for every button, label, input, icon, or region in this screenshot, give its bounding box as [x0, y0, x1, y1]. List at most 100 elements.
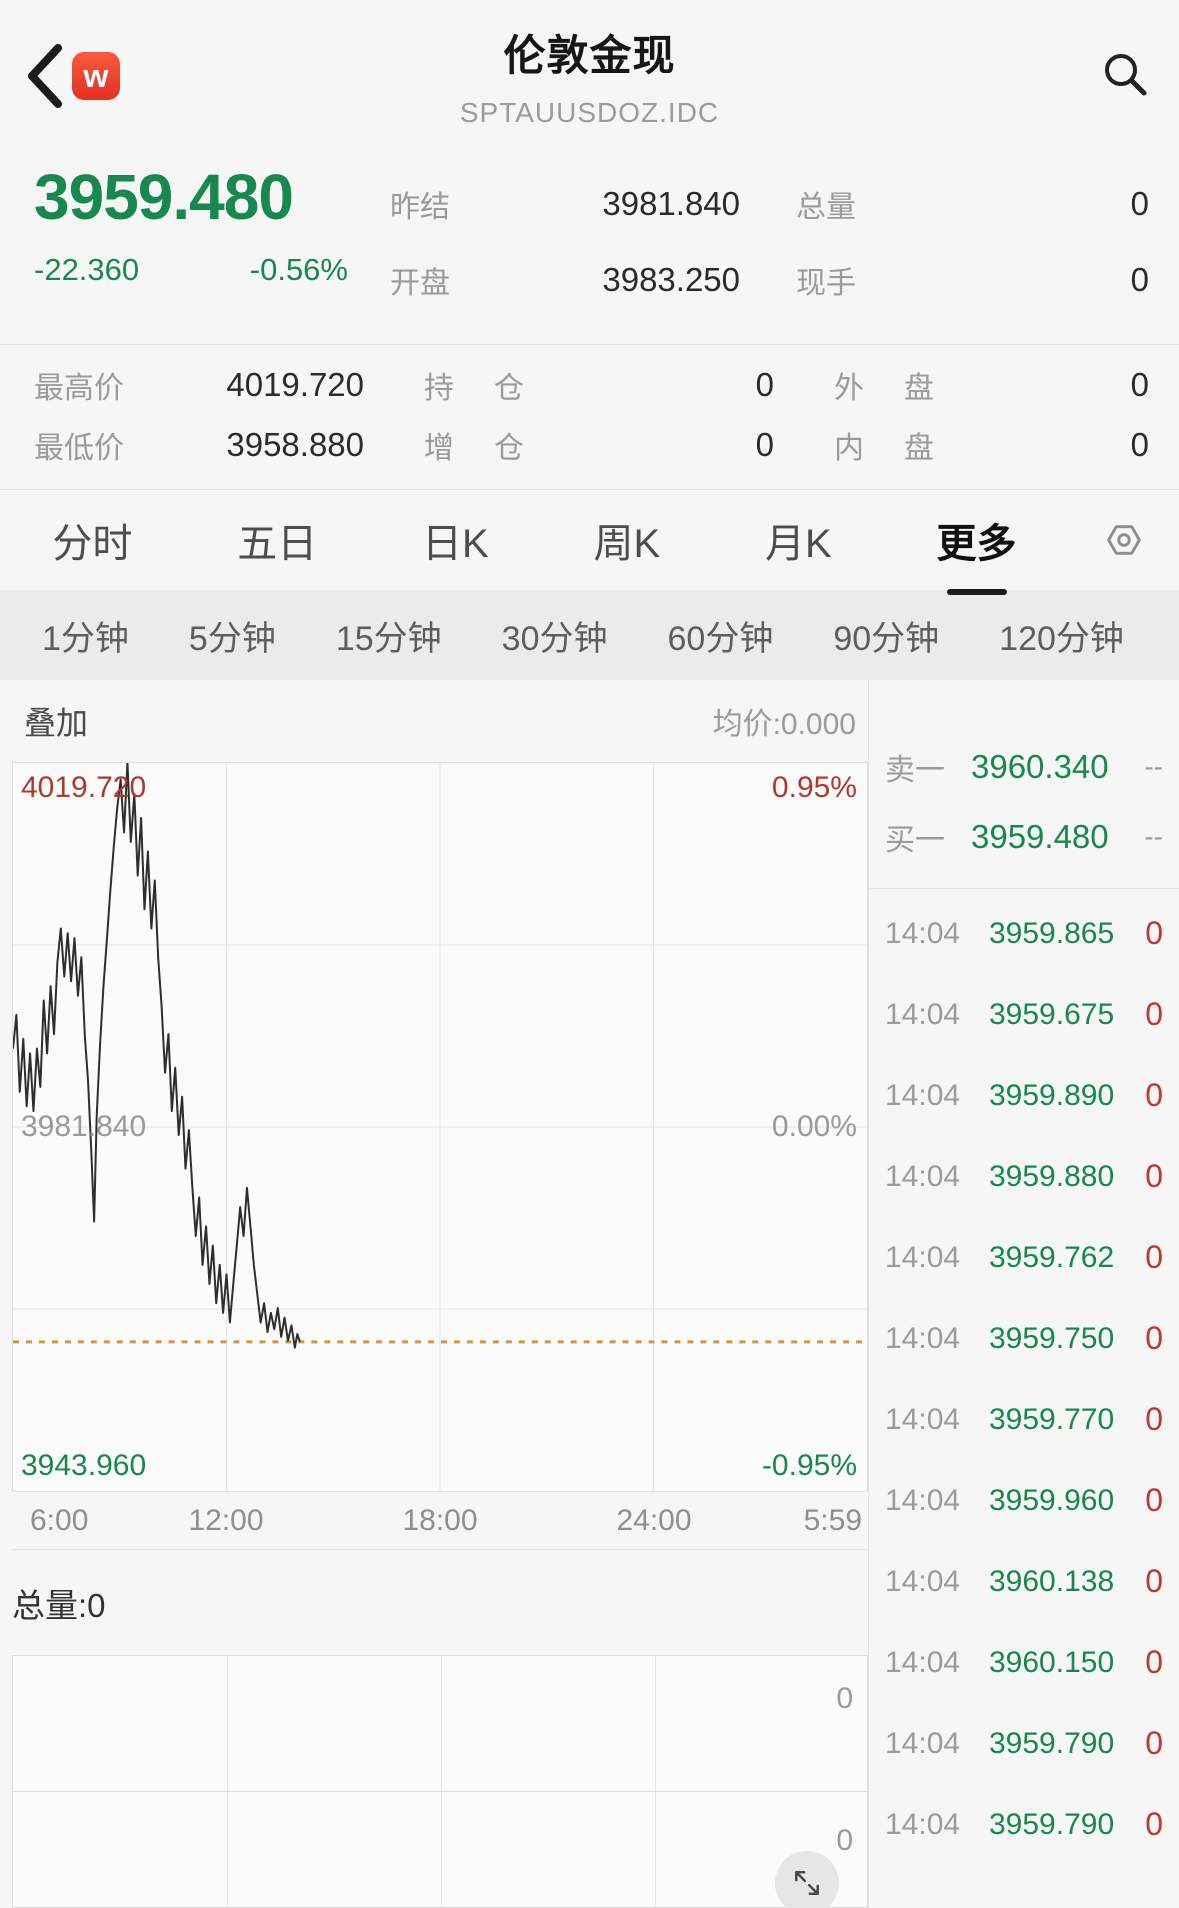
- trade-time: 14:04: [885, 1564, 961, 1598]
- time-sales-row: 14:04 3959.880 0: [885, 1136, 1163, 1217]
- volume-total-label: 总量:0: [12, 1586, 106, 1624]
- open-interest-value: 0: [755, 366, 774, 403]
- interval-tab[interactable]: 15分钟: [335, 619, 442, 658]
- back-chevron-icon: [28, 44, 62, 108]
- ask-price: 3960.340: [971, 748, 1109, 785]
- overlay-button[interactable]: 叠加: [24, 705, 89, 741]
- trade-volume: 0: [1145, 1806, 1163, 1842]
- interval-tab[interactable]: 5分钟: [188, 619, 276, 658]
- time-sales-row: 14:04 3959.762 0: [885, 1217, 1163, 1298]
- time-sales-row: 14:04 3959.890 0: [885, 1055, 1163, 1136]
- interval-tab[interactable]: 30分钟: [501, 619, 608, 658]
- time-sales-row: 14:04 3959.790 0: [885, 1703, 1163, 1784]
- current-vol-label: 现手: [796, 267, 856, 300]
- order-book-panel[interactable]: 卖一 3960.340 -- 买一 3959.480 -- 14:04 3959…: [868, 680, 1179, 1908]
- search-button[interactable]: [1099, 48, 1151, 100]
- main-area: 叠加 均价:0.000 4019.720 0.95% 3981.840 0.00…: [0, 680, 1179, 1908]
- trade-volume: 0: [1145, 1482, 1163, 1518]
- search-icon: [1105, 54, 1147, 96]
- period-tab-label: 周K: [593, 522, 661, 566]
- time-sales-list[interactable]: 14:04 3959.865 0 14:04 3959.675 0 14:04 …: [869, 893, 1179, 1865]
- intraday-chart[interactable]: 4019.720 0.95% 3981.840 0.00% 3943.960 -…: [12, 762, 868, 1492]
- time-sales-row: 14:04 3960.150 0: [885, 1622, 1163, 1703]
- time-tick: 24:00: [616, 1504, 692, 1537]
- period-tab-label: 月K: [765, 522, 832, 566]
- time-sales-row: 14:04 3959.675 0: [885, 974, 1163, 1055]
- trade-time: 14:04: [885, 916, 961, 950]
- period-tabs: 分时 五日 日K 周K 月K 更多: [0, 497, 1069, 583]
- total-volume-value: 0: [1130, 185, 1149, 222]
- chart-column: 叠加 均价:0.000 4019.720 0.95% 3981.840 0.00…: [0, 680, 868, 1908]
- wind-app-icon[interactable]: w: [72, 52, 120, 100]
- high-label: 最高价: [34, 372, 124, 405]
- trade-volume: 0: [1145, 915, 1163, 951]
- low-label: 最低价: [34, 432, 124, 465]
- period-tab[interactable]: 周K: [590, 497, 665, 583]
- ask-row: 卖一 3960.340 --: [885, 732, 1163, 802]
- interval-tab[interactable]: 90分钟: [833, 619, 940, 658]
- trade-time: 14:04: [885, 1483, 961, 1517]
- quote-section: 3959.480 -22.360 -0.56% 昨结 3981.840 总量 0…: [0, 140, 1179, 345]
- bid-label: 买一: [885, 824, 945, 857]
- trade-volume: 0: [1145, 1158, 1163, 1194]
- period-tab-label: 日K: [422, 522, 489, 566]
- interval-tab[interactable]: 1分钟: [42, 619, 129, 658]
- open-interest-label: 持仓: [424, 372, 524, 405]
- trade-volume: 0: [1145, 1077, 1163, 1113]
- time-sales-row: 14:04 3959.865 0: [885, 893, 1163, 974]
- period-tab[interactable]: 分时: [48, 497, 136, 583]
- bid-volume: --: [1144, 821, 1163, 852]
- volume-scale-upper: 0: [836, 1682, 853, 1715]
- period-tab-label: 更多: [936, 522, 1017, 566]
- period-tab[interactable]: 五日: [233, 497, 321, 583]
- avg-price-label: 均价:0.000: [712, 708, 856, 741]
- inner-disc-label: 内盘: [834, 432, 934, 465]
- period-tab[interactable]: 月K: [761, 497, 836, 583]
- trade-volume: 0: [1145, 1725, 1163, 1761]
- trade-volume: 0: [1145, 996, 1163, 1032]
- price-change: -22.360: [34, 252, 140, 287]
- trade-time: 14:04: [885, 1402, 961, 1436]
- time-tick: 6:00: [30, 1504, 89, 1537]
- bid-row: 买一 3959.480 --: [885, 802, 1163, 872]
- chart-pct-high-label: 0.95%: [771, 771, 857, 804]
- time-axis: 6:00 12:00 18:00 24:00 5:59: [12, 1492, 868, 1550]
- time-sales-row: 14:04 3960.138 0: [885, 1541, 1163, 1622]
- stats-section: 最高价 4019.720 持仓 0 外盘 0 最低价 3958.880 增仓 0…: [0, 345, 1179, 490]
- trade-volume: 0: [1145, 1320, 1163, 1356]
- ask-volume: --: [1144, 751, 1163, 782]
- trade-price: 3959.865: [989, 916, 1115, 950]
- expand-chart-button[interactable]: [775, 1851, 839, 1908]
- ask-label: 卖一: [885, 754, 945, 787]
- oi-change-label: 增仓: [424, 432, 524, 465]
- interval-tab[interactable]: 60分钟: [667, 619, 774, 658]
- chart-settings-button[interactable]: [1069, 517, 1179, 563]
- time-sales-row: 14:04 3959.770 0: [885, 1379, 1163, 1460]
- interval-tab[interactable]: 120分钟: [999, 619, 1124, 658]
- trade-price: 3959.960: [989, 1483, 1115, 1517]
- trade-price: 3959.790: [989, 1726, 1115, 1760]
- chart-pct-mid-label: 0.00%: [771, 1110, 857, 1143]
- volume-chart[interactable]: 0 0: [12, 1655, 868, 1908]
- trade-price: 3960.150: [989, 1645, 1115, 1679]
- trade-time: 14:04: [885, 1645, 961, 1679]
- instrument-code: SPTAUUSDOZ.IDC: [459, 97, 720, 128]
- inner-disc-value: 0: [1130, 426, 1149, 463]
- period-tab[interactable]: 更多: [933, 497, 1021, 583]
- trade-price: 3959.675: [989, 997, 1115, 1031]
- volume-gridline: [227, 1656, 228, 1907]
- trade-time: 14:04: [885, 1078, 961, 1112]
- period-tab[interactable]: 日K: [418, 497, 493, 583]
- trade-price: 3959.790: [989, 1807, 1115, 1841]
- time-sales-row: 14:04 3959.750 0: [885, 1298, 1163, 1379]
- panel-divider: [869, 888, 1179, 889]
- interval-tab-bar: 1分钟 5分钟 15分钟 30分钟 60分钟 90分钟 120分钟: [0, 590, 1179, 680]
- oi-change-value: 0: [755, 426, 774, 463]
- trade-volume: 0: [1145, 1239, 1163, 1275]
- chart-pct-low-label: -0.95%: [761, 1449, 857, 1482]
- price-change-pct: -0.56%: [249, 252, 348, 287]
- chart-high-label: 4019.720: [21, 771, 147, 804]
- trade-time: 14:04: [885, 997, 961, 1031]
- back-button[interactable]: [22, 42, 66, 110]
